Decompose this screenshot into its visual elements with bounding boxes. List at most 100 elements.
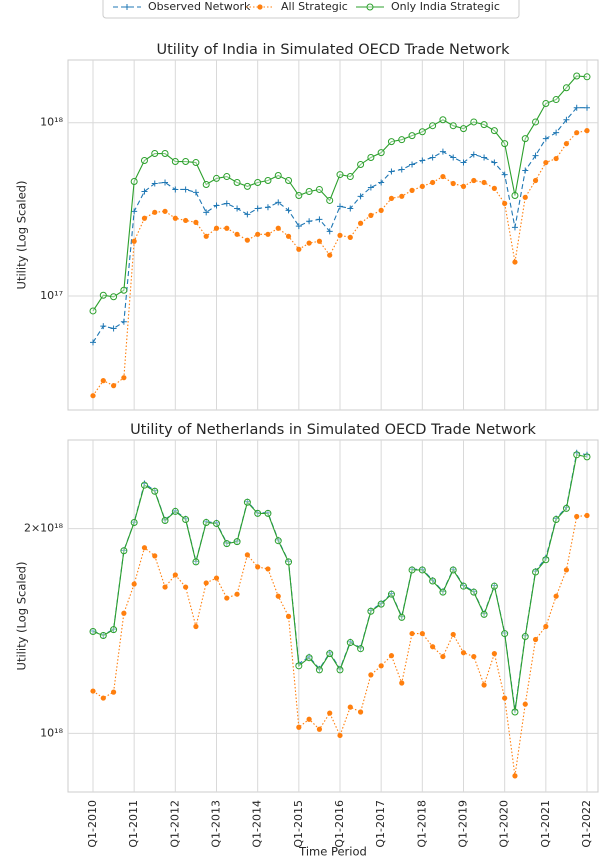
marker	[491, 185, 497, 191]
marker	[502, 695, 508, 701]
marker	[202, 180, 210, 188]
marker	[151, 150, 159, 158]
y-axis-label: Utility (Log Scaled)	[15, 181, 29, 290]
marker	[234, 205, 241, 212]
marker	[203, 233, 209, 239]
marker	[522, 167, 529, 174]
plot-area	[67, 59, 599, 411]
marker	[89, 307, 97, 315]
marker	[408, 132, 416, 140]
marker	[399, 193, 405, 199]
marker	[377, 149, 385, 157]
marker	[275, 593, 281, 599]
marker	[347, 704, 353, 710]
marker	[532, 118, 540, 126]
marker	[387, 138, 395, 146]
marker	[377, 600, 385, 608]
marker	[563, 567, 570, 573]
marker	[543, 159, 549, 166]
marker	[131, 208, 138, 215]
marker	[336, 666, 344, 674]
marker	[254, 205, 261, 212]
marker	[326, 196, 334, 204]
marker	[213, 520, 220, 528]
marker	[490, 127, 498, 135]
marker	[337, 203, 343, 210]
marker	[295, 192, 303, 200]
marker	[306, 716, 312, 722]
marker	[521, 135, 529, 143]
marker	[470, 118, 478, 126]
marker	[183, 584, 189, 590]
marker	[542, 556, 550, 564]
marker	[161, 516, 169, 524]
x-tick-label: Q1-2016	[333, 800, 346, 848]
marker	[285, 613, 292, 619]
marker	[387, 590, 395, 598]
marker	[233, 538, 241, 546]
marker	[110, 325, 117, 332]
marker	[584, 512, 590, 519]
marker	[255, 564, 261, 570]
marker	[141, 215, 148, 221]
marker	[512, 773, 518, 779]
marker	[192, 189, 199, 196]
marker	[255, 231, 261, 237]
marker	[378, 179, 385, 186]
marker	[336, 171, 344, 179]
legend-label: Observed Network	[148, 0, 251, 13]
marker	[367, 184, 374, 191]
marker	[152, 209, 158, 215]
marker	[295, 662, 303, 670]
marker	[100, 378, 106, 384]
marker	[223, 173, 231, 181]
marker	[553, 129, 560, 136]
marker	[408, 566, 416, 574]
marker	[110, 689, 117, 695]
y-tick-label: 2×10¹⁸	[24, 522, 64, 535]
marker	[491, 159, 498, 166]
marker	[213, 202, 220, 209]
marker	[162, 179, 169, 186]
marker	[532, 177, 539, 184]
marker	[234, 591, 240, 597]
y-tick-label: 10¹⁸	[40, 116, 63, 129]
marker	[388, 195, 395, 201]
marker	[131, 238, 137, 244]
marker	[213, 225, 220, 231]
marker	[511, 192, 519, 200]
marker	[140, 157, 148, 165]
chart-title: Utility of India in Simulated OECD Trade…	[156, 42, 510, 58]
marker	[121, 610, 127, 616]
marker	[430, 179, 436, 186]
marker	[183, 217, 189, 224]
marker	[99, 631, 107, 639]
marker	[130, 519, 138, 527]
marker	[337, 732, 343, 739]
marker	[501, 630, 509, 638]
x-tick-label: Q1-2010	[86, 800, 99, 848]
marker	[357, 160, 365, 168]
marker	[213, 174, 220, 182]
marker	[532, 568, 540, 576]
marker	[532, 636, 539, 643]
x-tick-label: Q1-2015	[292, 800, 305, 848]
marker	[347, 234, 353, 240]
marker	[501, 140, 509, 148]
marker	[203, 580, 209, 586]
marker	[553, 593, 559, 599]
marker	[490, 582, 498, 590]
legend-box	[102, 0, 520, 19]
marker	[315, 666, 323, 674]
marker	[491, 651, 497, 657]
marker	[449, 122, 457, 130]
marker	[502, 200, 508, 207]
marker	[285, 176, 293, 184]
x-axis-label: Time Period	[298, 845, 367, 859]
marker	[574, 130, 580, 136]
marker	[388, 653, 395, 659]
marker	[368, 672, 374, 678]
marker	[265, 231, 271, 237]
marker	[172, 572, 178, 578]
